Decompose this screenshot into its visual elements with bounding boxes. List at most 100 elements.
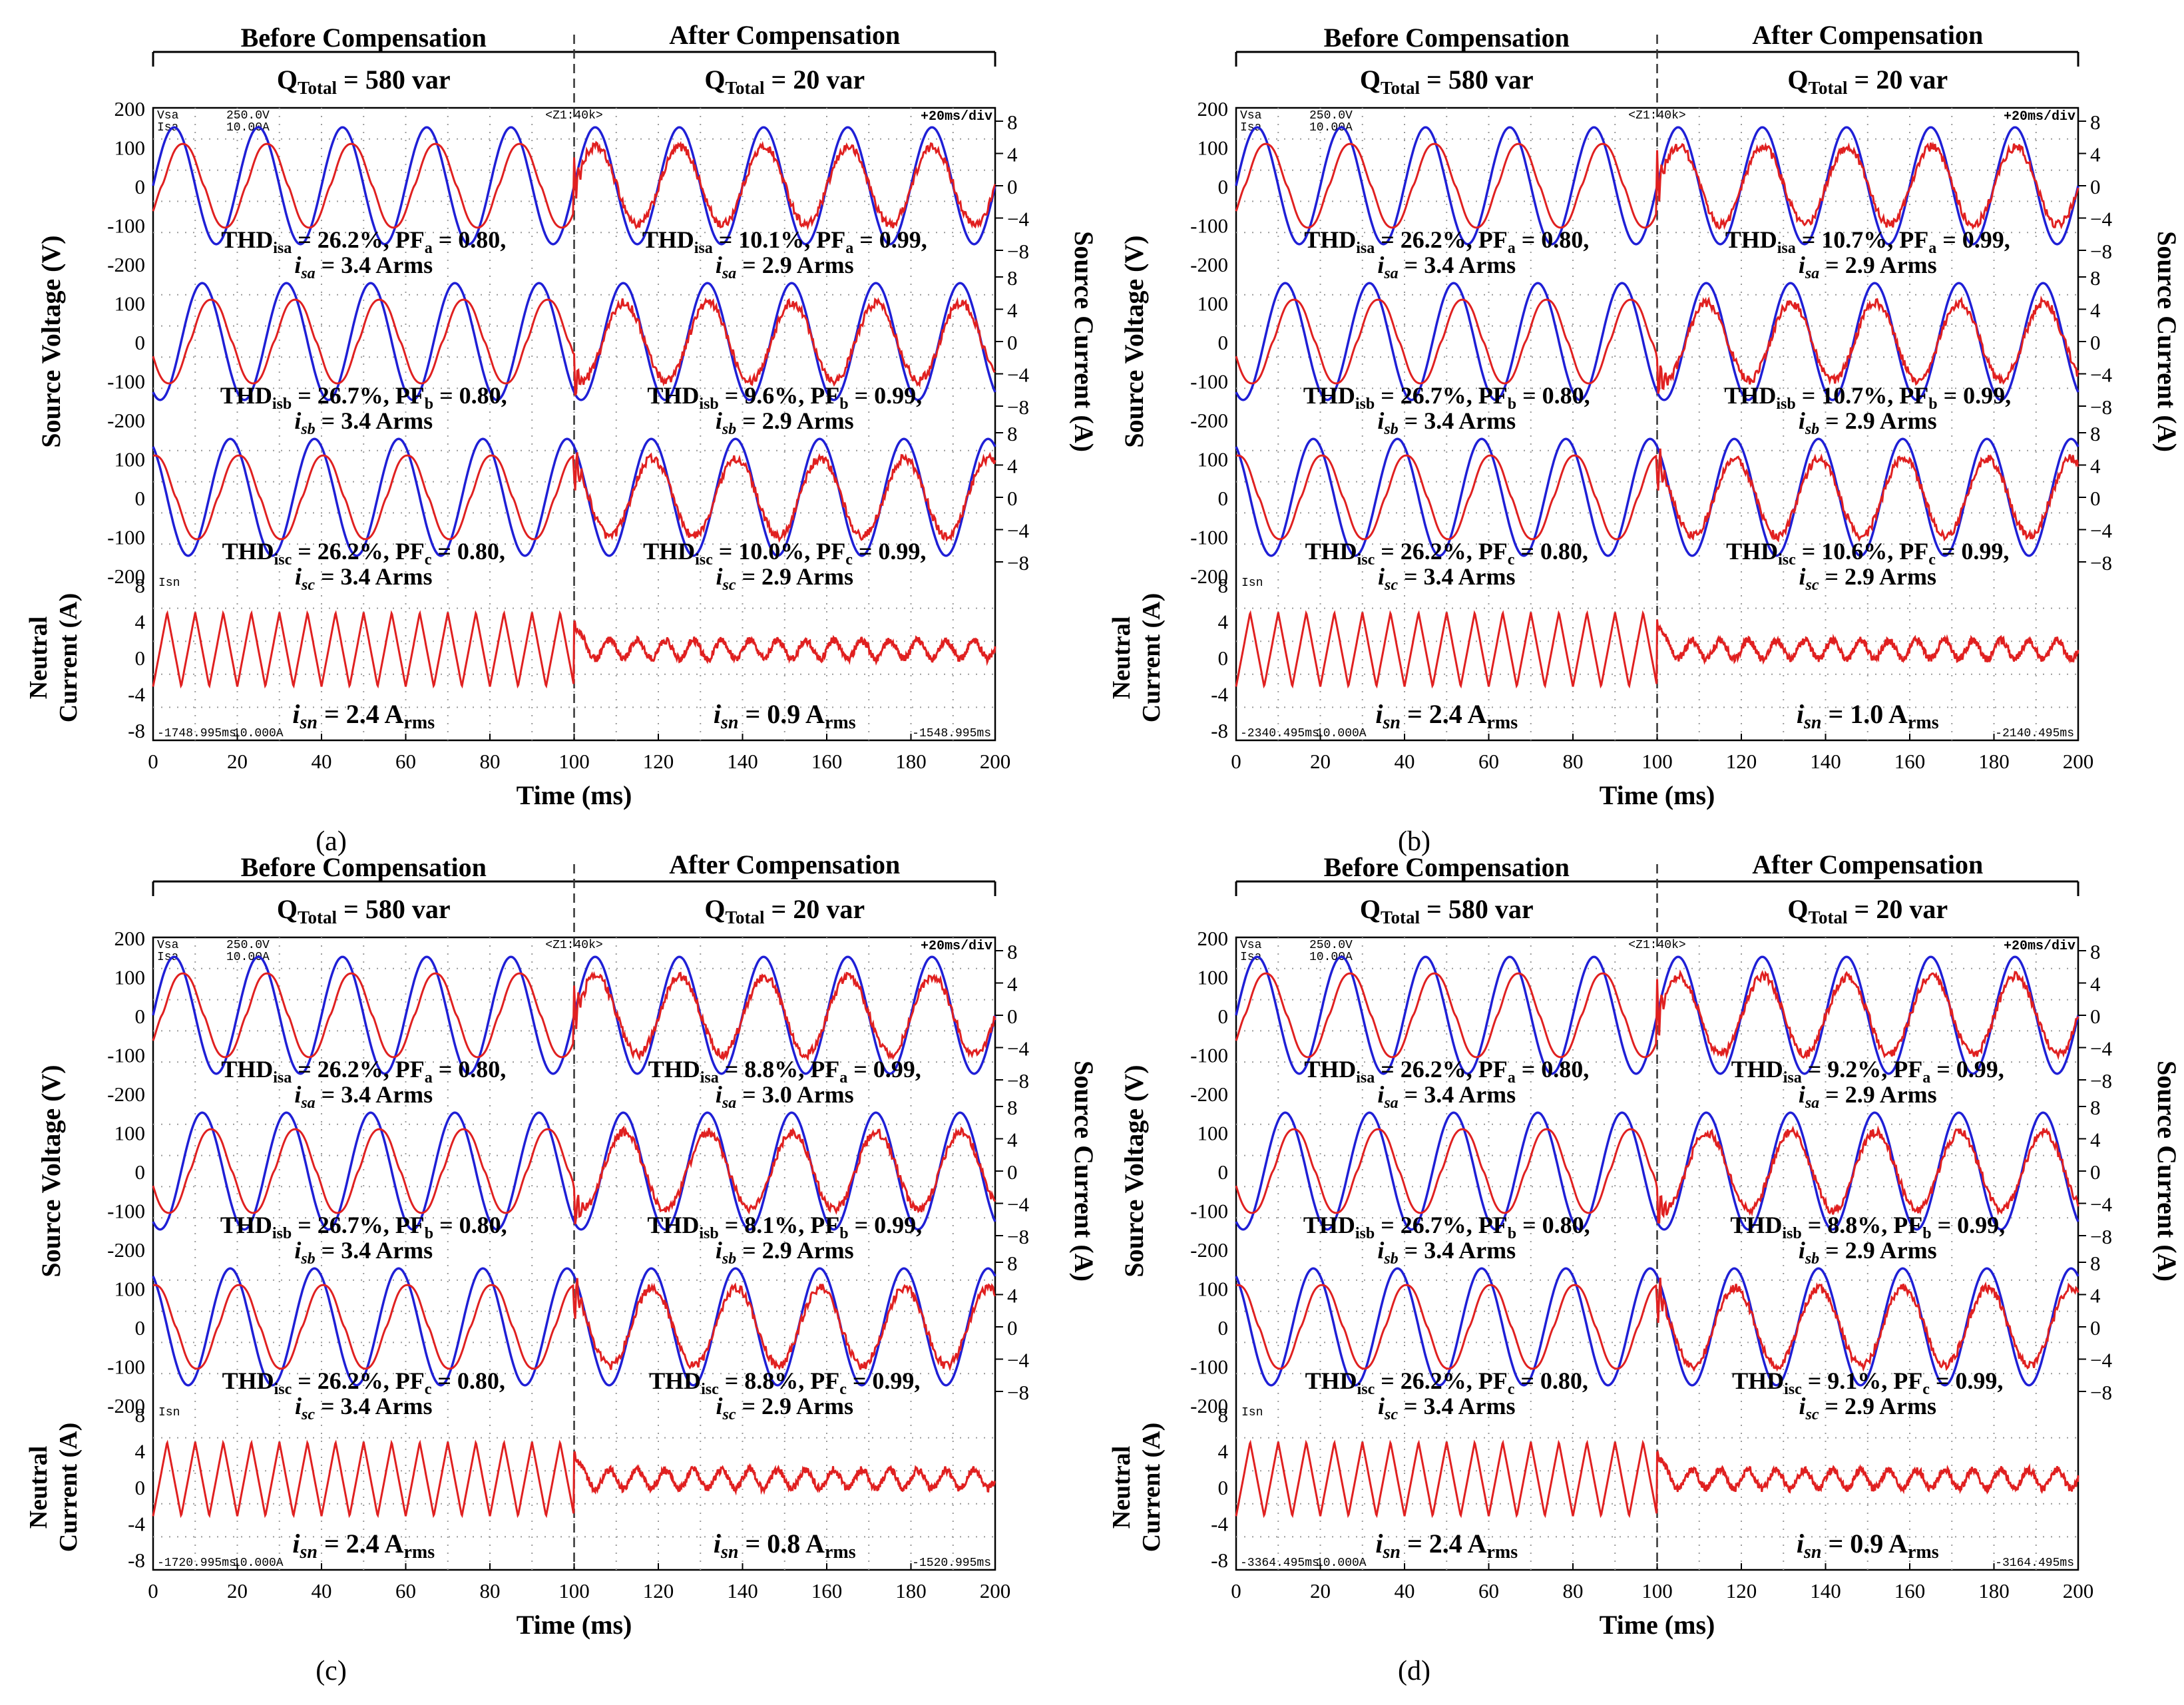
scope-zoom: <Z1:40k>	[1628, 109, 1685, 122]
scope-t-start: -2340.495ms	[1240, 727, 1319, 740]
irms-before-phase-c: isc = 3.4 Arms	[295, 1393, 433, 1423]
current-tick: 0	[2090, 1160, 2101, 1184]
current-axis-label: Source Current (A)	[1069, 1061, 1099, 1282]
current-trace-phase-c	[152, 1278, 996, 1371]
current-tick: 4	[1007, 1128, 1018, 1152]
voltage-tick: 100	[1198, 1278, 1229, 1301]
thd-pf-after-phase-b: THDisb = 10.7%, PFb = 0.99,	[1724, 382, 2011, 413]
neutral-tick: 4	[135, 610, 146, 634]
neutral-current-trace	[1235, 610, 2079, 689]
x-tick-label: 80	[1563, 750, 1584, 773]
voltage-tick: 100	[1198, 136, 1229, 160]
current-axis-label: Source Current (A)	[2152, 231, 2182, 452]
x-tick-label: 40	[312, 1579, 332, 1602]
thd-pf-before-phase-a: THDisa = 26.2%, PFa = 0.80,	[221, 1056, 506, 1087]
voltage-tick: -200	[107, 1083, 145, 1106]
voltage-tick: 100	[114, 966, 146, 989]
current-tick: −8	[2090, 240, 2112, 263]
voltage-tick: 200	[1198, 97, 1229, 121]
current-tick: 0	[1007, 331, 1018, 354]
scope-ch1-scale: 250.0V	[1309, 109, 1353, 122]
panel-label: (a)	[316, 826, 347, 857]
q-total-before: QTotal = 580 var	[277, 894, 451, 927]
irms-after-phase-c: isc = 2.9 Arms	[1799, 1393, 1936, 1423]
thd-pf-before-phase-c: THDisc = 26.2%, PFc = 0.80,	[1305, 1367, 1588, 1398]
neutral-tick: -8	[128, 1549, 145, 1572]
current-tick: 4	[2090, 455, 2101, 478]
voltage-tick: -200	[107, 409, 145, 432]
voltage-trace-phase-c	[1235, 437, 2079, 557]
x-tick-label: 160	[811, 750, 843, 773]
current-tick: −4	[2090, 1349, 2112, 1372]
scope-ch2-scale: 10.00A	[1309, 121, 1353, 134]
neutral-tick: 8	[135, 1403, 146, 1427]
neutral-tick: 8	[1218, 574, 1229, 597]
current-tick: −8	[1007, 395, 1029, 419]
voltage-tick: 0	[1218, 1160, 1229, 1184]
current-tick: 0	[2090, 1005, 2101, 1028]
scope-zoom: <Z1:40k>	[545, 109, 602, 122]
panel-b: Before Compensation After Compensation QTo…	[1108, 20, 2182, 857]
voltage-trace-phase-c	[152, 1267, 996, 1387]
voltage-tick: 0	[1218, 1316, 1229, 1340]
neutral-tick: 4	[1218, 610, 1229, 634]
current-trace-phase-b	[1235, 1125, 2079, 1224]
current-axis-label: Source Current (A)	[2152, 1061, 2182, 1282]
current-tick: 8	[1007, 1096, 1018, 1119]
current-trace-phase-c	[152, 451, 996, 543]
voltage-tick: 200	[114, 97, 146, 121]
voltage-tick: 0	[135, 1316, 146, 1340]
neutral-tick: 8	[1218, 1403, 1229, 1427]
scope-ch1-label: Vsa	[157, 109, 179, 122]
current-tick: 8	[1007, 422, 1018, 445]
scope-timebase: +20ms/div	[921, 939, 992, 954]
voltage-tick: 0	[135, 487, 146, 510]
voltage-tick: -200	[1190, 565, 1228, 588]
x-tick-label: 80	[480, 750, 501, 773]
before-compensation-label: Before Compensation	[1324, 852, 1570, 882]
voltage-tick: -100	[107, 370, 145, 393]
x-tick-label: 100	[558, 1579, 590, 1602]
before-compensation-label: Before Compensation	[1324, 23, 1570, 53]
neutral-tick: 0	[135, 1476, 146, 1499]
scope-isn-label: Isn	[158, 577, 180, 590]
current-tick: 0	[2090, 175, 2101, 198]
current-tick: −8	[2090, 395, 2112, 419]
irms-after-phase-b: isb = 2.9 Arms	[716, 1237, 854, 1268]
current-tick: −4	[1007, 208, 1029, 231]
voltage-axis-label: Source Voltage (V)	[36, 1065, 66, 1277]
x-tick-label: 100	[1641, 750, 1673, 773]
scope-ch2-scale: 10.00A	[226, 121, 270, 134]
thd-pf-after-phase-a: THDisa = 9.2%, PFa = 0.99,	[1731, 1056, 2004, 1087]
x-tick-label: 40	[1395, 1579, 1415, 1602]
neutral-tick: 0	[1218, 1476, 1229, 1499]
q-total-before: QTotal = 580 var	[1360, 65, 1534, 98]
x-axis-label: Time (ms)	[1600, 780, 1715, 810]
irms-before-phase-a: isa = 3.4 Arms	[294, 252, 433, 282]
neutral-rms-after: isn = 0.9 Arms	[714, 699, 856, 733]
current-trace-phase-a	[152, 140, 996, 231]
thd-pf-before-phase-c: THDisc = 26.2%, PFc = 0.80,	[222, 538, 505, 569]
current-axis-label: Source Current (A)	[1069, 231, 1099, 452]
x-tick-label: 0	[1231, 750, 1241, 773]
thd-pf-after-phase-c: THDisc = 10.6%, PFc = 0.99,	[1726, 538, 2009, 569]
current-tick: 4	[2090, 1128, 2101, 1152]
x-tick-label: 120	[643, 750, 674, 773]
scope-t-end: -3164.495ms	[1995, 1557, 2074, 1570]
current-tick: −4	[2090, 364, 2112, 387]
scope-t-end: -1520.995ms	[912, 1557, 991, 1570]
irms-before-phase-c: isc = 3.4 Arms	[1378, 1393, 1516, 1423]
x-tick-label: 140	[1810, 750, 1841, 773]
x-tick-label: 80	[480, 1579, 501, 1602]
scope-timebase: +20ms/div	[2004, 939, 2075, 954]
current-trace-phase-a	[1235, 969, 2079, 1061]
after-compensation-label: After Compensation	[1752, 20, 1983, 50]
neutral-rms-after: isn = 0.9 Arms	[1797, 1529, 1939, 1563]
x-tick-label: 180	[895, 1579, 927, 1602]
voltage-axis-label: Source Voltage (V)	[36, 235, 66, 447]
current-tick: 0	[1007, 1316, 1018, 1340]
current-tick: −4	[1007, 1349, 1029, 1372]
x-tick-label: 100	[1641, 1579, 1673, 1602]
current-tick: −4	[2090, 1193, 2112, 1216]
thd-pf-before-phase-a: THDisa = 26.2%, PFa = 0.80,	[1304, 226, 1589, 257]
